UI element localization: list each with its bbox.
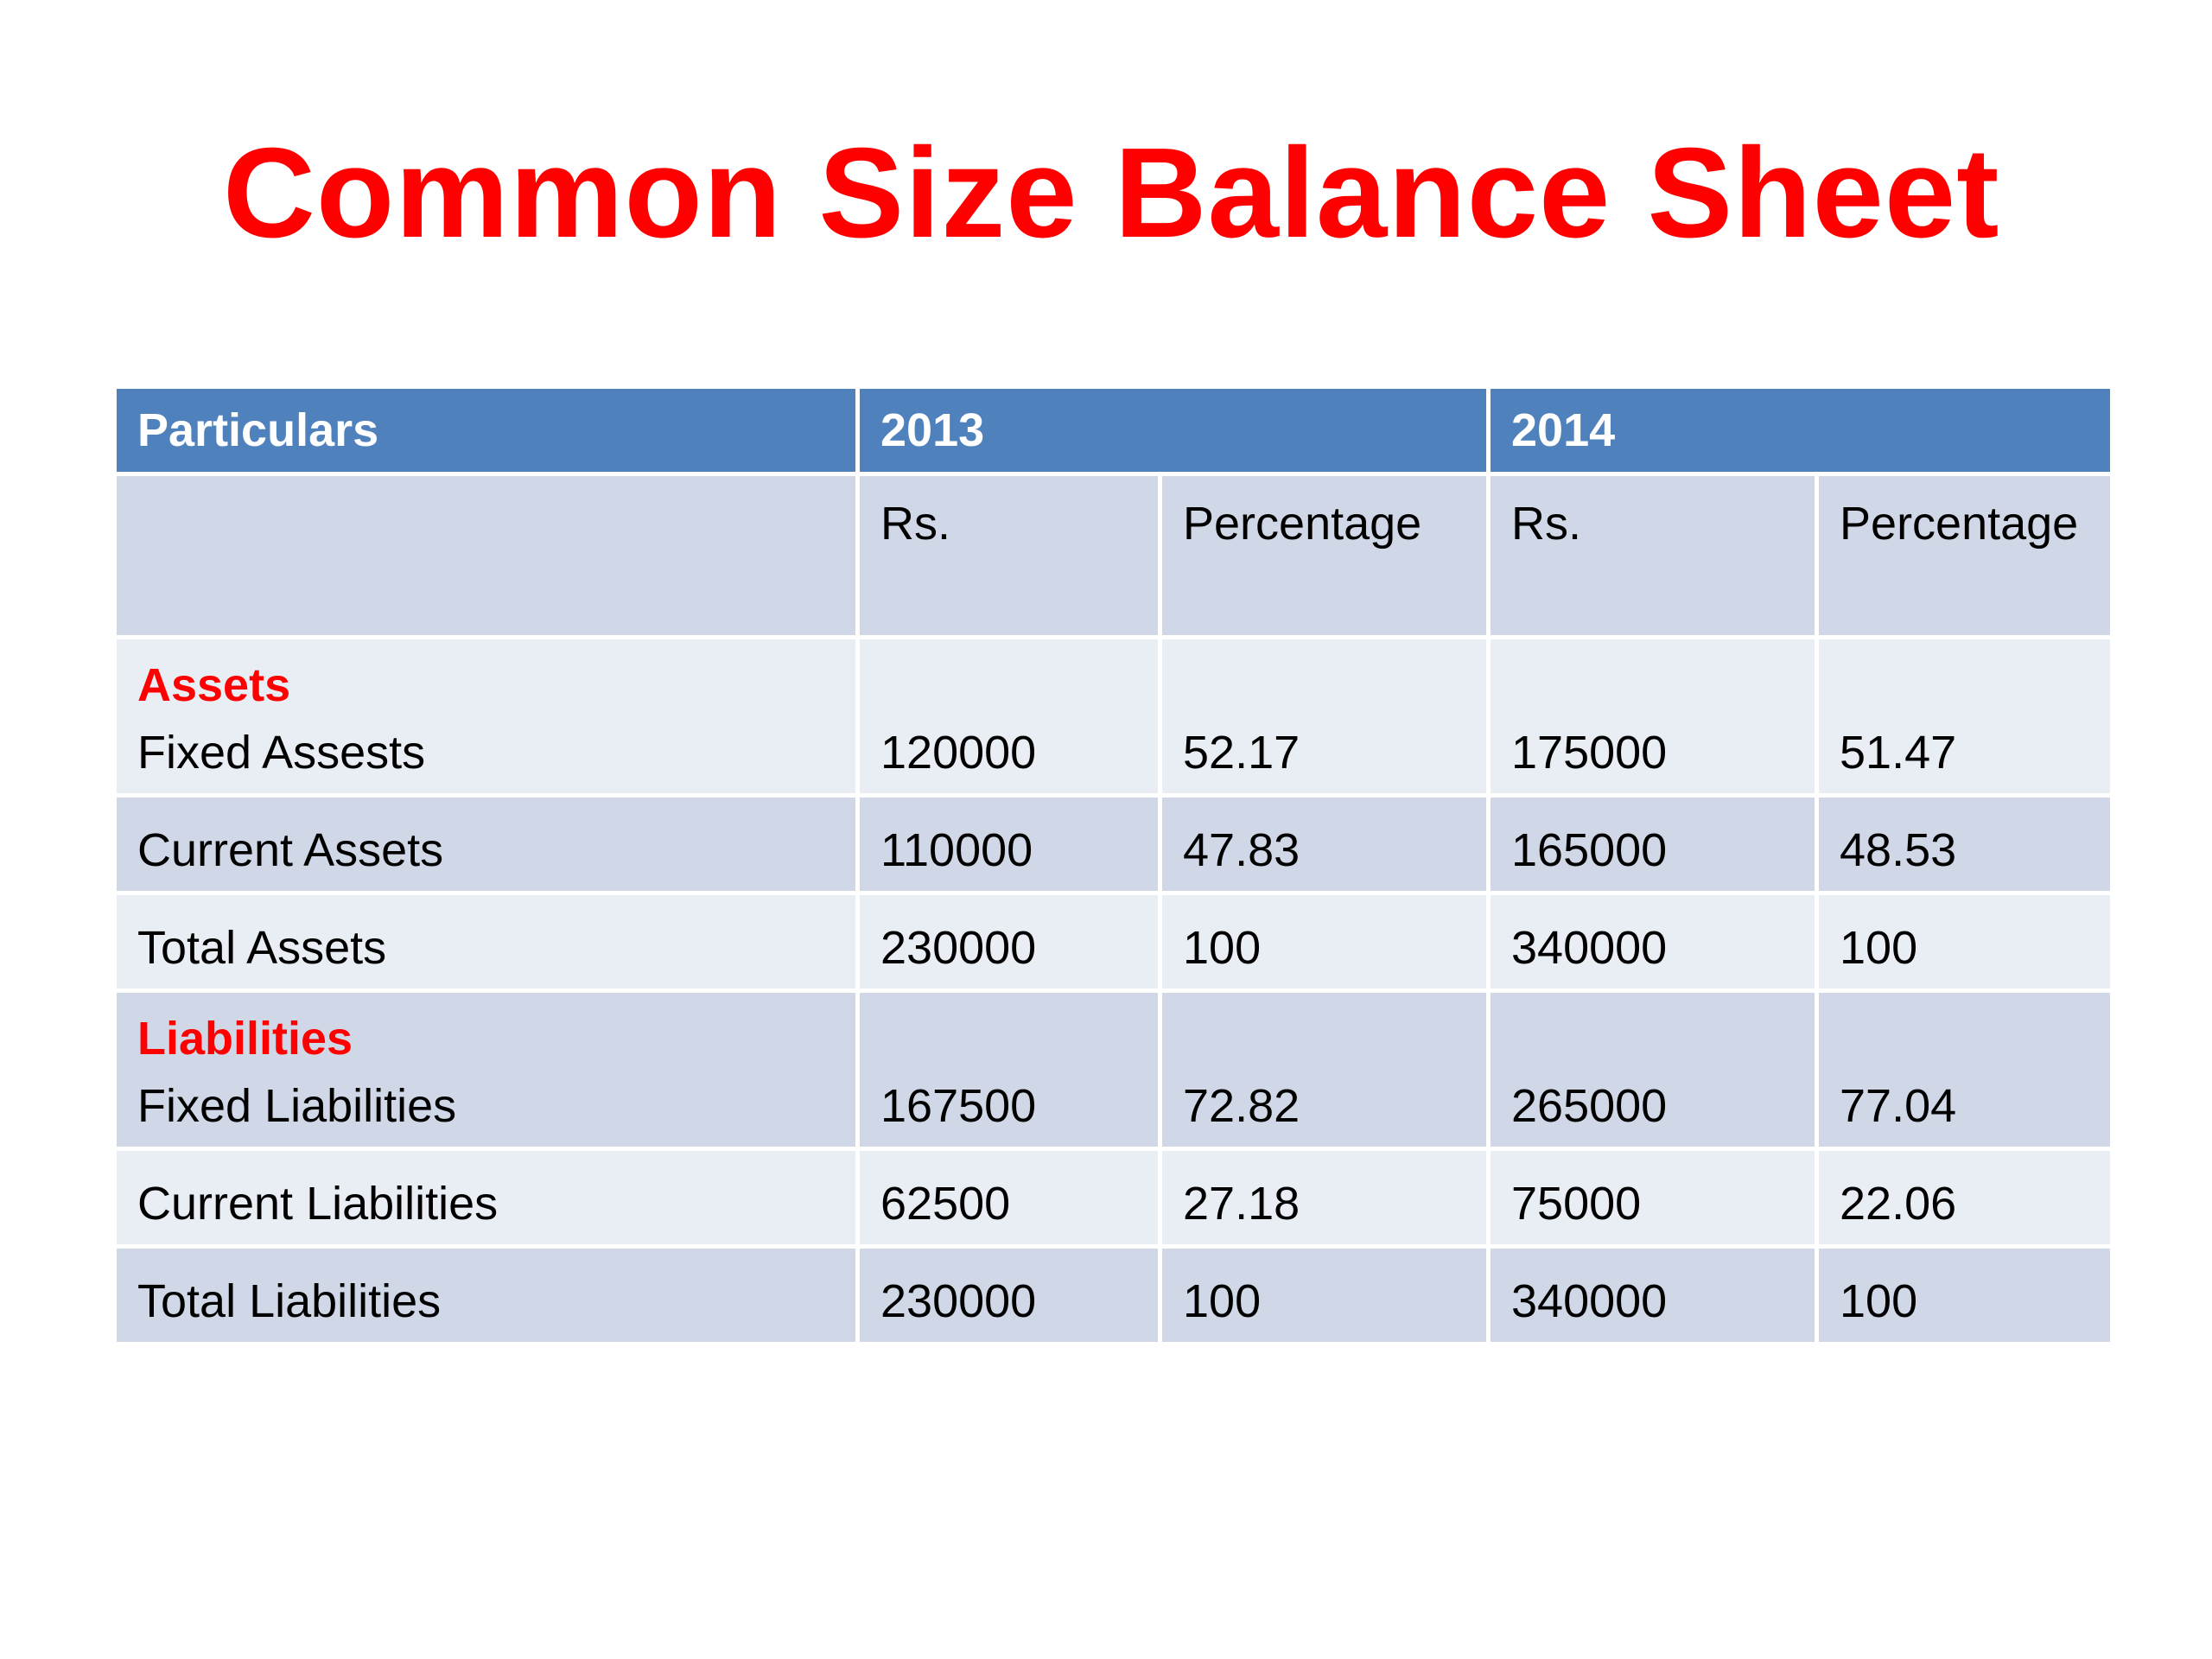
fixed-assets-rs-2013: 120000 (855, 635, 1162, 798)
subheader-percentage-2013: Percentage (1157, 472, 1491, 639)
table-row-current-liabilities: Current Liabilities 62500 27.18 75000 22… (112, 1147, 2115, 1249)
table-row-total-liabilities: Total Liabilities 230000 100 340000 100 (112, 1244, 2115, 1346)
total-assets-label: Total Assets (112, 891, 860, 993)
current-assets-pct-2013: 47.83 (1157, 793, 1491, 895)
total-liabilities-label: Total Liabilities (112, 1244, 860, 1346)
fixed-liabilities-pct-2014: 77.04 (1815, 988, 2115, 1151)
fixed-assets-label-cell: Assets Fixed Assests (112, 635, 860, 798)
assets-section-heading: Assets (137, 659, 291, 711)
total-assets-rs-2014: 340000 (1486, 891, 1820, 993)
header-year-2014: 2014 (1486, 389, 2115, 476)
table-row-fixed-liabilities: Liabilities Fixed Liabilities 167500 72.… (112, 988, 2115, 1151)
current-assets-pct-2014: 48.53 (1815, 793, 2115, 895)
total-liabilities-pct-2014: 100 (1815, 1244, 2115, 1346)
table-row-total-assets: Total Assets 230000 100 340000 100 (112, 891, 2115, 993)
balance-sheet-table: Particulars 2013 2014 Rs. Percentage Rs.… (112, 389, 2115, 1346)
fixed-liabilities-label-cell: Liabilities Fixed Liabilities (112, 988, 860, 1151)
fixed-assets-label: Fixed Assests (137, 727, 426, 779)
table-row-current-assets: Current Assets 110000 47.83 165000 48.53 (112, 793, 2115, 895)
current-liabilities-pct-2014: 22.06 (1815, 1147, 2115, 1249)
table-header-row: Particulars 2013 2014 (112, 389, 2115, 476)
table-row-fixed-assets: Assets Fixed Assests 120000 52.17 175000… (112, 635, 2115, 798)
fixed-assets-pct-2013: 52.17 (1157, 635, 1491, 798)
current-assets-label: Current Assets (112, 793, 860, 895)
current-liabilities-label: Current Liabilities (112, 1147, 860, 1249)
fixed-assets-rs-2014: 175000 (1486, 635, 1820, 798)
fixed-liabilities-pct-2013: 72.82 (1157, 988, 1491, 1151)
fixed-assets-pct-2014: 51.47 (1815, 635, 2115, 798)
subheader-rs-2013: Rs. (855, 472, 1162, 639)
table-subheader-row: Rs. Percentage Rs. Percentage (112, 472, 2115, 639)
subheader-percentage-2014: Percentage (1815, 472, 2115, 639)
fixed-liabilities-rs-2013: 167500 (855, 988, 1162, 1151)
slide-title: Common Size Balance Sheet (223, 122, 2000, 264)
header-particulars: Particulars (112, 389, 860, 476)
total-liabilities-rs-2013: 230000 (855, 1244, 1162, 1346)
total-assets-rs-2013: 230000 (855, 891, 1162, 993)
current-liabilities-rs-2013: 62500 (855, 1147, 1162, 1249)
total-assets-pct-2014: 100 (1815, 891, 2115, 993)
current-assets-rs-2013: 110000 (855, 793, 1162, 895)
subheader-rs-2014: Rs. (1486, 472, 1820, 639)
subheader-empty-cell (112, 472, 860, 639)
header-year-2013: 2013 (855, 389, 1491, 476)
liabilities-section-heading: Liabilities (137, 1013, 353, 1065)
total-liabilities-pct-2013: 100 (1157, 1244, 1491, 1346)
fixed-liabilities-label: Fixed Liabilities (137, 1080, 457, 1132)
current-assets-rs-2014: 165000 (1486, 793, 1820, 895)
total-assets-pct-2013: 100 (1157, 891, 1491, 993)
current-liabilities-pct-2013: 27.18 (1157, 1147, 1491, 1249)
fixed-liabilities-rs-2014: 265000 (1486, 988, 1820, 1151)
current-liabilities-rs-2014: 75000 (1486, 1147, 1820, 1249)
total-liabilities-rs-2014: 340000 (1486, 1244, 1820, 1346)
